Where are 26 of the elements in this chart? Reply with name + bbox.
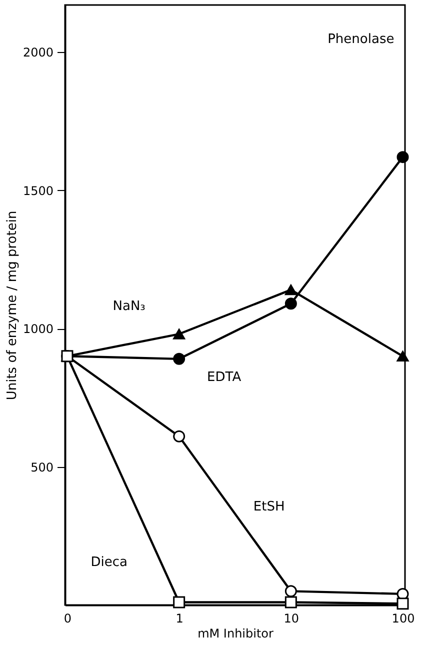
x-tick-label: 100: [392, 612, 415, 626]
point: [173, 328, 186, 340]
point: [284, 298, 297, 310]
point: [396, 350, 409, 362]
x-tick-label: 10: [284, 612, 300, 626]
y-tick-label: 1000: [22, 322, 54, 336]
y-tick-label: 2000: [22, 46, 54, 60]
text: Dieca: [90, 555, 128, 570]
y-tick-label: 500: [30, 460, 54, 474]
point: [173, 352, 186, 365]
point: [173, 430, 186, 442]
y-axis-title: Units of enzyme / mg protein: [4, 210, 20, 400]
x-tick-label: 1: [176, 612, 184, 626]
y-tick-label: 1500: [22, 184, 54, 198]
series-label: EDTA: [207, 370, 242, 385]
point: [396, 151, 409, 164]
text: Phenolase: [328, 32, 394, 47]
point: [284, 596, 297, 608]
text: NaN₃: [112, 299, 146, 314]
x-tick-label: 0: [64, 612, 72, 626]
series-label: EtSH: [253, 499, 285, 514]
point: [284, 284, 297, 296]
point: [284, 585, 297, 598]
point: [396, 598, 409, 610]
point: [173, 596, 186, 608]
x-axis-title: mM Inhibitor: [198, 626, 274, 640]
